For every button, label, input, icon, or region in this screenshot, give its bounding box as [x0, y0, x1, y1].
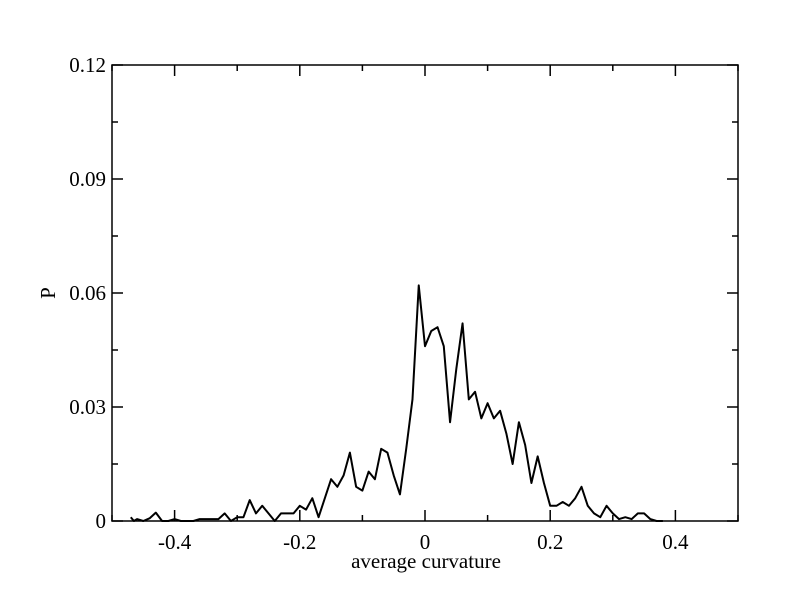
y-tick-label: 0.12 — [69, 53, 106, 77]
series-line — [130, 284, 663, 522]
series-layer — [130, 284, 663, 522]
y-axis-title: P — [36, 287, 60, 299]
y-tick-label: 0 — [96, 509, 107, 533]
plot-frame — [111, 64, 739, 522]
y-tick-label: 0.09 — [69, 167, 106, 191]
x-tick-label: 0 — [420, 530, 431, 554]
x-axis-ticks: -0.4 -0.2 0 0.2 0.4 — [111, 65, 739, 554]
x-tick-label: -0.4 — [158, 530, 192, 554]
y-tick-label: 0.03 — [69, 395, 106, 419]
x-tick-label: 0.2 — [537, 530, 563, 554]
x-axis-title: average curvature — [351, 549, 501, 573]
x-tick-label: 0.4 — [662, 530, 689, 554]
y-axis-ticks: 0 0.03 0.06 0.09 0.12 — [69, 53, 738, 533]
y-tick-label: 0.06 — [69, 281, 106, 305]
x-tick-label: -0.2 — [283, 530, 316, 554]
